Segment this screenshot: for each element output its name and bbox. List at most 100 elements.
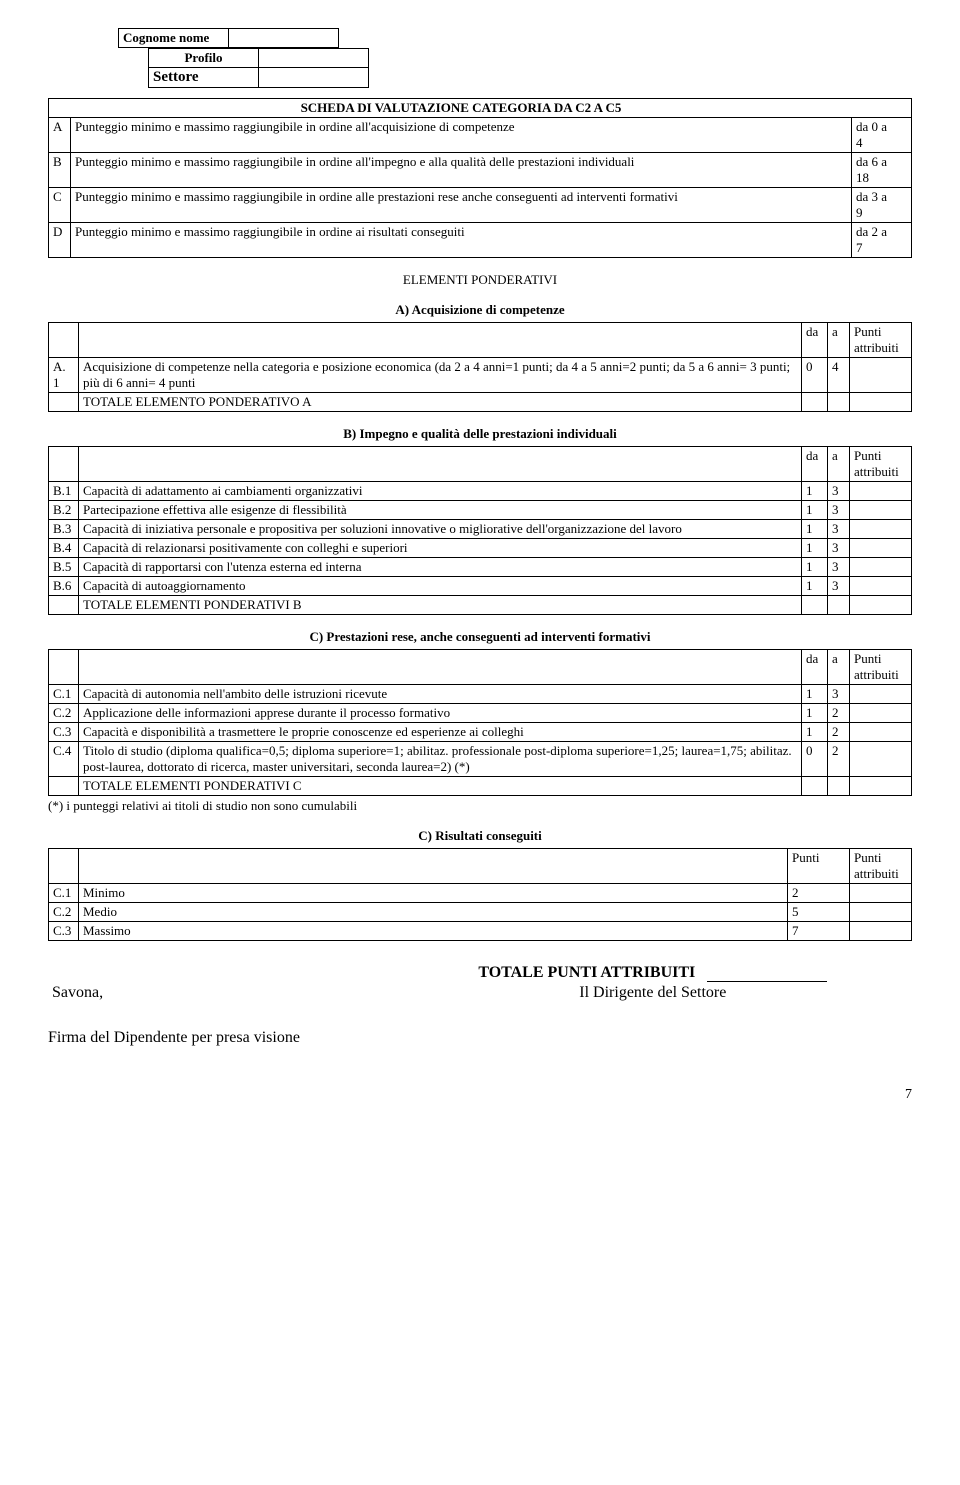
criteria-id: C [49, 188, 71, 223]
criteria-id: D [49, 223, 71, 258]
header-cognome: Cognome nome [118, 28, 339, 48]
row-a: 3 [828, 539, 850, 558]
row-a: 4 [828, 358, 850, 393]
row-punti [850, 742, 912, 777]
col-a: a [828, 650, 850, 685]
row-a: 2 [828, 723, 850, 742]
criteria-text: Punteggio minimo e massimo raggiungibile… [71, 188, 852, 223]
row-da: 0 [802, 358, 828, 393]
row-id: B.2 [49, 501, 79, 520]
row-text: Acquisizione di competenze nella categor… [79, 358, 802, 393]
row-punti [850, 922, 912, 941]
settore-value [259, 68, 369, 88]
row-da: 1 [802, 704, 828, 723]
col-a: a [828, 447, 850, 482]
row-da: 1 [802, 685, 828, 704]
col-a: a [828, 323, 850, 358]
row-a: 3 [828, 577, 850, 596]
col-punti: Punti attribuiti [850, 447, 912, 482]
row-da: 1 [802, 501, 828, 520]
col-punti: Punti attribuiti [850, 650, 912, 685]
row-text: Capacità di autoaggiornamento [79, 577, 802, 596]
totale-line [707, 981, 827, 982]
row-text: Partecipazione effettiva alle esigenze d… [79, 501, 802, 520]
row-text: Capacità di adattamento ai cambiamenti o… [79, 482, 802, 501]
header-profilo: Profilo Settore [148, 48, 369, 88]
row-a: 2 [828, 704, 850, 723]
row-text: Massimo [79, 922, 788, 941]
row-id: C.4 [49, 742, 79, 777]
section-d-table: Punti Punti attribuiti C.1Minimo2C.2Medi… [48, 848, 912, 941]
criteria-text: Punteggio minimo e massimo raggiungibile… [71, 223, 852, 258]
profilo-label: Profilo [149, 49, 259, 68]
row-punti [850, 501, 912, 520]
section-b-title: B) Impegno e qualità delle prestazioni i… [48, 426, 912, 442]
row-id: C.2 [49, 704, 79, 723]
row-id: B.6 [49, 577, 79, 596]
col-punti-single: Punti [788, 849, 850, 884]
row-da: 1 [802, 539, 828, 558]
section-c-total: TOTALE ELEMENTI PONDERATIVI C [79, 777, 802, 796]
section-a-table: da a Punti attribuiti A. 1Acquisizione d… [48, 322, 912, 412]
section-c-title: C) Prestazioni rese, anche conseguenti a… [48, 629, 912, 645]
row-punti [850, 704, 912, 723]
row-id: B.3 [49, 520, 79, 539]
row-punti-fixed: 7 [788, 922, 850, 941]
row-a: 3 [828, 520, 850, 539]
row-id: B.5 [49, 558, 79, 577]
row-text: Capacità di relazionarsi positivamente c… [79, 539, 802, 558]
row-text: Minimo [79, 884, 788, 903]
row-punti [850, 482, 912, 501]
row-id: C.1 [49, 685, 79, 704]
row-punti [850, 539, 912, 558]
profilo-value [259, 49, 369, 68]
section-a-title: A) Acquisizione di competenze [48, 302, 912, 318]
row-punti [850, 723, 912, 742]
criteria-range: da 6 a 18 [852, 153, 912, 188]
row-text: Capacità di autonomia nell'ambito delle … [79, 685, 802, 704]
section-a-total: TOTALE ELEMENTO PONDERATIVO A [79, 393, 802, 412]
section-b-table: da a Punti attribuiti B.1Capacità di ada… [48, 446, 912, 615]
row-punti [850, 520, 912, 539]
row-text: Capacità di rapportarsi con l'utenza est… [79, 558, 802, 577]
col-da: da [802, 447, 828, 482]
row-a: 3 [828, 558, 850, 577]
dirigente-label: Il Dirigente del Settore [394, 983, 912, 1003]
row-id: C.3 [49, 723, 79, 742]
settore-label: Settore [149, 68, 259, 88]
row-da: 1 [802, 482, 828, 501]
row-a: 3 [828, 482, 850, 501]
totale-label: TOTALE PUNTI ATTRIBUITI [478, 964, 695, 981]
cognome-label: Cognome nome [119, 29, 229, 48]
row-id: C.2 [49, 903, 79, 922]
col-punti: Punti attribuiti [850, 323, 912, 358]
criteria-text: Punteggio minimo e massimo raggiungibile… [71, 118, 852, 153]
row-id: C.3 [49, 922, 79, 941]
criteria-range: da 2 a 7 [852, 223, 912, 258]
elementi-title: ELEMENTI PONDERATIVI [48, 272, 912, 288]
page-title: SCHEDA DI VALUTAZIONE CATEGORIA DA C2 A … [71, 99, 852, 118]
criteria-range: da 0 a 4 [852, 118, 912, 153]
row-punti [850, 903, 912, 922]
row-punti [850, 884, 912, 903]
row-da: 1 [802, 558, 828, 577]
col-da: da [802, 323, 828, 358]
row-text: Applicazione delle informazioni apprese … [79, 704, 802, 723]
row-a: 2 [828, 742, 850, 777]
row-id: B.4 [49, 539, 79, 558]
row-da: 1 [802, 723, 828, 742]
section-c-table: da a Punti attribuiti C.1Capacità di aut… [48, 649, 912, 796]
criteria-range: da 3 a 9 [852, 188, 912, 223]
criteria-id: B [49, 153, 71, 188]
criteria-table: SCHEDA DI VALUTAZIONE CATEGORIA DA C2 A … [48, 98, 912, 258]
row-punti [850, 558, 912, 577]
page-number: 7 [48, 1087, 912, 1103]
row-da: 0 [802, 742, 828, 777]
section-d-title: C) Risultati conseguiti [48, 828, 912, 844]
col-punti: Punti attribuiti [850, 849, 912, 884]
row-text: Titolo di studio (diploma qualifica=0,5;… [79, 742, 802, 777]
row-text: Capacità e disponibilità a trasmettere l… [79, 723, 802, 742]
savona-label: Savona, [48, 983, 394, 1003]
row-da: 1 [802, 577, 828, 596]
row-punti [850, 685, 912, 704]
